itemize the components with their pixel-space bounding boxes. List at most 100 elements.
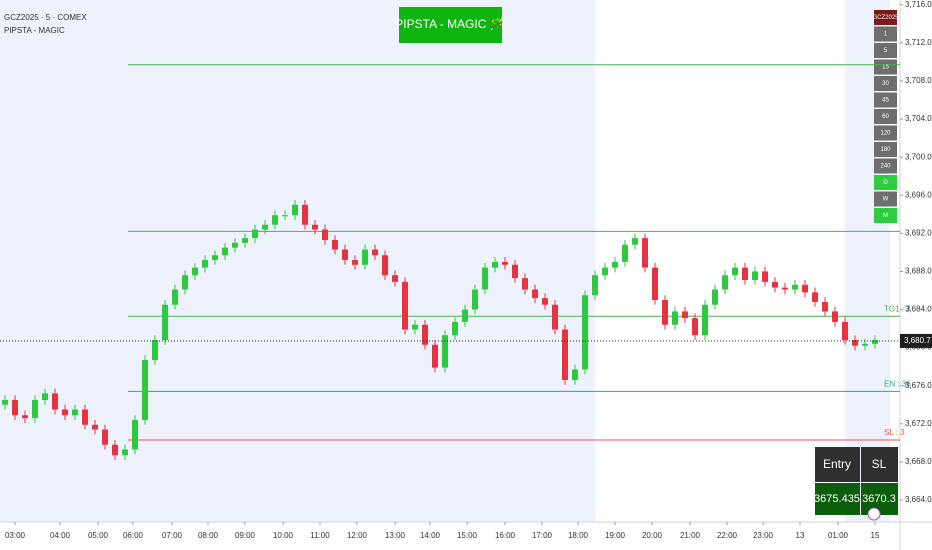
candle-body: [712, 289, 718, 305]
candle-body: [442, 335, 448, 368]
timeframe-label: 180: [880, 147, 891, 153]
table-header-cell: [861, 447, 898, 482]
candle-body: [142, 360, 148, 420]
candle-body: [592, 275, 598, 296]
candle-body: [102, 429, 108, 445]
x-tick-label: 13:00: [385, 531, 406, 540]
candle-body: [42, 393, 48, 400]
x-tick-label: 07:00: [162, 531, 183, 540]
x-tick-label: 23:00: [753, 531, 774, 540]
signal-table: Entry SL 3675.435 3670.3: [814, 447, 898, 515]
candle-body: [312, 224, 318, 230]
x-tick-label: 18:00: [568, 531, 589, 540]
timeframe-label: M: [883, 213, 888, 219]
candle-body: [252, 229, 258, 239]
timeframe-button[interactable]: [874, 208, 897, 223]
candle-body: [462, 309, 468, 322]
candle-body: [372, 249, 378, 256]
candle-body: [72, 409, 78, 416]
candle-body: [362, 249, 368, 265]
candle-body: [242, 238, 248, 243]
timeframe-button[interactable]: [874, 59, 897, 75]
table-header-cell: [815, 447, 860, 482]
candle-body: [692, 318, 698, 336]
timeframe-label: 5: [884, 48, 888, 54]
candle-body: [482, 267, 488, 290]
candle-body: [862, 343, 868, 346]
session-shade: [0, 0, 595, 522]
table-header: SL: [872, 457, 887, 471]
table-value: 3670.3: [862, 493, 896, 505]
x-tick-label: 03:00: [5, 531, 26, 540]
last-price-label: 3,680.7: [904, 336, 931, 345]
indicator-title: PIPSTA - MAGIC: [4, 26, 65, 35]
timeframe-button[interactable]: [874, 142, 897, 157]
candle-body: [602, 267, 608, 276]
candle-body: [812, 292, 818, 302]
timeframe-button[interactable]: [874, 92, 897, 108]
table-header: Entry: [823, 457, 851, 471]
candle-body: [322, 229, 328, 240]
candle-body: [532, 289, 538, 299]
candle-body: [302, 204, 308, 225]
candle-body: [182, 275, 188, 290]
y-tick-label: 3,700.0: [905, 152, 932, 161]
timeframe-button[interactable]: [874, 158, 897, 174]
timeframe-label: 120: [880, 131, 891, 137]
y-tick-label: 3,696.0: [905, 190, 932, 199]
alert-icon[interactable]: [867, 507, 881, 521]
x-tick-label: 01:00: [828, 531, 849, 540]
x-tick-label: 05:00: [88, 531, 109, 540]
timeframe-button[interactable]: [874, 43, 897, 58]
level-label: SL : 3: [884, 428, 905, 437]
candle-body: [412, 324, 418, 330]
timeframe-button[interactable]: [874, 109, 897, 124]
candle-body: [392, 275, 398, 282]
candle-body: [702, 304, 708, 336]
x-tick-label: 08:00: [198, 531, 219, 540]
level-label: EN : 36: [884, 380, 911, 389]
candle-body: [192, 267, 198, 276]
candle-body: [642, 238, 648, 268]
x-tick-label: 20:00: [642, 531, 663, 540]
timeframe-button[interactable]: [874, 125, 897, 141]
candle-body: [672, 311, 678, 325]
x-tick-label: 04:00: [50, 531, 71, 540]
x-tick-label: 21:00: [680, 531, 701, 540]
timeframe-button[interactable]: [874, 191, 897, 207]
last-price-box: [900, 333, 932, 348]
y-tick-label: 3,672.0: [905, 419, 932, 428]
candle-body: [752, 271, 758, 280]
candle-body: [82, 409, 88, 425]
candle-body: [332, 240, 338, 250]
timeframe-label: 30: [882, 81, 889, 87]
timeframe-button[interactable]: [874, 10, 897, 25]
magic-button[interactable]: PIPSTA - MAGIC 🪄: [395, 7, 505, 43]
y-tick-label: 3,664.0: [905, 495, 932, 504]
candle-body: [822, 301, 828, 312]
timeframe-label: 45: [882, 98, 889, 104]
timeframe-button[interactable]: [874, 26, 897, 42]
timeframe-button[interactable]: [874, 76, 897, 91]
timeframe-label: 15: [882, 65, 889, 71]
candle-body: [92, 424, 98, 430]
y-tick-label: 3,708.0: [905, 76, 932, 85]
level-label: TG1 : 3: [884, 304, 911, 313]
timeframe-button[interactable]: [874, 175, 897, 190]
candle-body: [472, 289, 478, 310]
candle-body: [782, 287, 788, 290]
x-tick-label: 15:00: [457, 531, 478, 540]
y-tick-label: 3,716.0: [905, 0, 932, 9]
timeframe-label: W: [883, 197, 889, 203]
candle-body: [762, 271, 768, 282]
x-tick-label: 10:00: [273, 531, 294, 540]
candle-body: [22, 415, 28, 419]
candle-body: [682, 311, 688, 319]
candle-body: [552, 304, 558, 330]
timeframe-label: 240: [880, 164, 891, 170]
candle-body: [842, 321, 848, 340]
table-value-cell: [815, 483, 860, 515]
candle-body: [732, 267, 738, 276]
